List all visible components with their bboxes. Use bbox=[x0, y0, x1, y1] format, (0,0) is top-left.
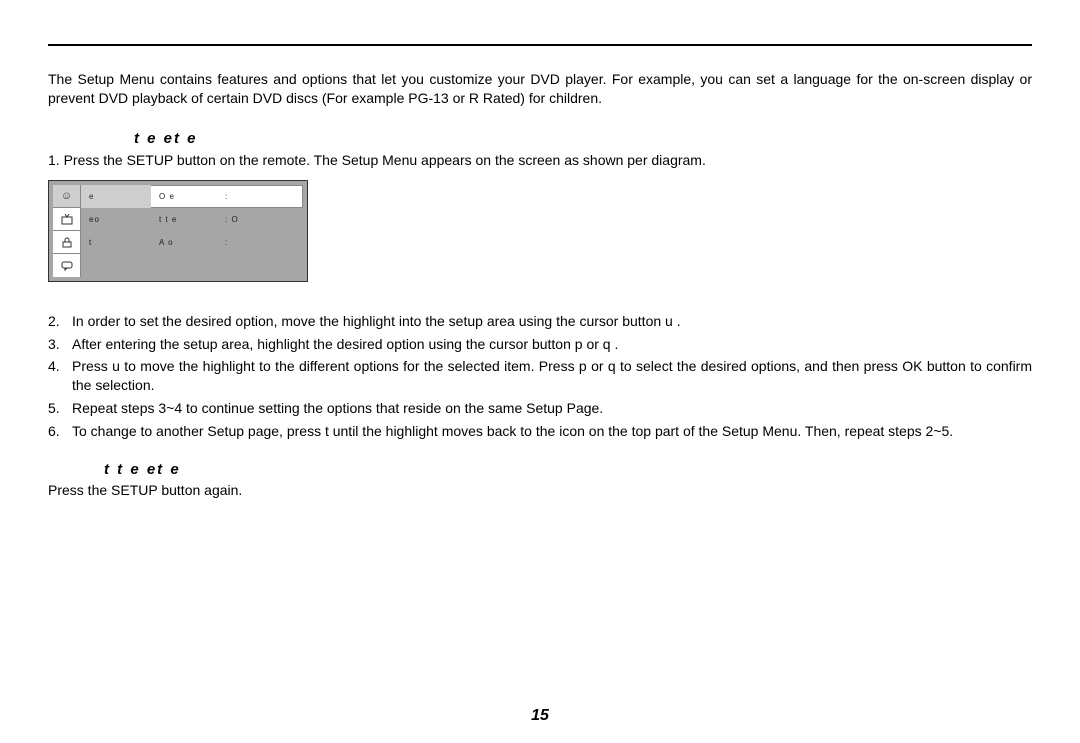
list-item: 3. After entering the setup area, highli… bbox=[48, 335, 1032, 354]
step-text: Repeat steps 3~4 to continue setting the… bbox=[72, 399, 1032, 418]
setup-menu-cell: : bbox=[221, 192, 302, 201]
list-item: 6. To change to another Setup page, pres… bbox=[48, 422, 1032, 441]
setup-menu-cell: A o bbox=[151, 238, 221, 247]
setup-menu-cell: eo bbox=[81, 215, 151, 224]
setup-menu-cell: t t e bbox=[151, 215, 221, 224]
lock-icon bbox=[53, 231, 80, 254]
tv-icon bbox=[53, 208, 80, 231]
speech-bubble-icon bbox=[53, 254, 80, 276]
setup-menu-row bbox=[81, 254, 303, 277]
top-divider bbox=[48, 44, 1032, 46]
step-text: In order to set the desired option, move… bbox=[72, 312, 1032, 331]
setup-menu-row: eo t t e : O bbox=[81, 208, 303, 231]
step-number: 3. bbox=[48, 335, 72, 354]
setup-menu-cell: t bbox=[81, 238, 151, 247]
steps-list: 2. In order to set the desired option, m… bbox=[48, 312, 1032, 441]
setup-menu-cell: e bbox=[81, 185, 151, 208]
step-1: 1. Press the SETUP button on the remote.… bbox=[48, 151, 1032, 170]
step-number: 5. bbox=[48, 399, 72, 418]
step-text: To change to another Setup page, press t… bbox=[72, 422, 1032, 441]
setup-menu-figure: ☺ e O e : bbox=[48, 180, 308, 282]
intro-paragraph: The Setup Menu contains features and opt… bbox=[48, 70, 1032, 108]
exit-setup-heading: t t e et e bbox=[48, 461, 1032, 478]
setup-menu-content: e O e : eo t t e : O t A o : bbox=[81, 185, 303, 277]
setup-menu-cell: O e bbox=[151, 192, 221, 201]
manual-page: The Setup Menu contains features and opt… bbox=[0, 0, 1080, 743]
setup-menu-row: t A o : bbox=[81, 231, 303, 254]
list-item: 2. In order to set the desired option, m… bbox=[48, 312, 1032, 331]
list-item: 4. Press u to move the highlight to the … bbox=[48, 357, 1032, 395]
list-item: 5. Repeat steps 3~4 to continue setting … bbox=[48, 399, 1032, 418]
setup-menu-cell: : bbox=[221, 238, 303, 247]
step-number: 4. bbox=[48, 357, 72, 395]
step-number: 2. bbox=[48, 312, 72, 331]
setup-menu-icon-column: ☺ bbox=[53, 185, 81, 277]
setup-menu-row: e O e : bbox=[81, 185, 303, 208]
exit-instruction: Press the SETUP button again. bbox=[48, 482, 1032, 498]
step-text: After entering the setup area, highlight… bbox=[72, 335, 1032, 354]
face-icon: ☺ bbox=[53, 185, 80, 208]
use-setup-heading: t e et e bbox=[48, 130, 1032, 147]
page-number: 15 bbox=[0, 707, 1080, 725]
step-number: 6. bbox=[48, 422, 72, 441]
step-text: Press u to move the highlight to the dif… bbox=[72, 357, 1032, 395]
setup-menu-cell: : O bbox=[221, 215, 303, 224]
